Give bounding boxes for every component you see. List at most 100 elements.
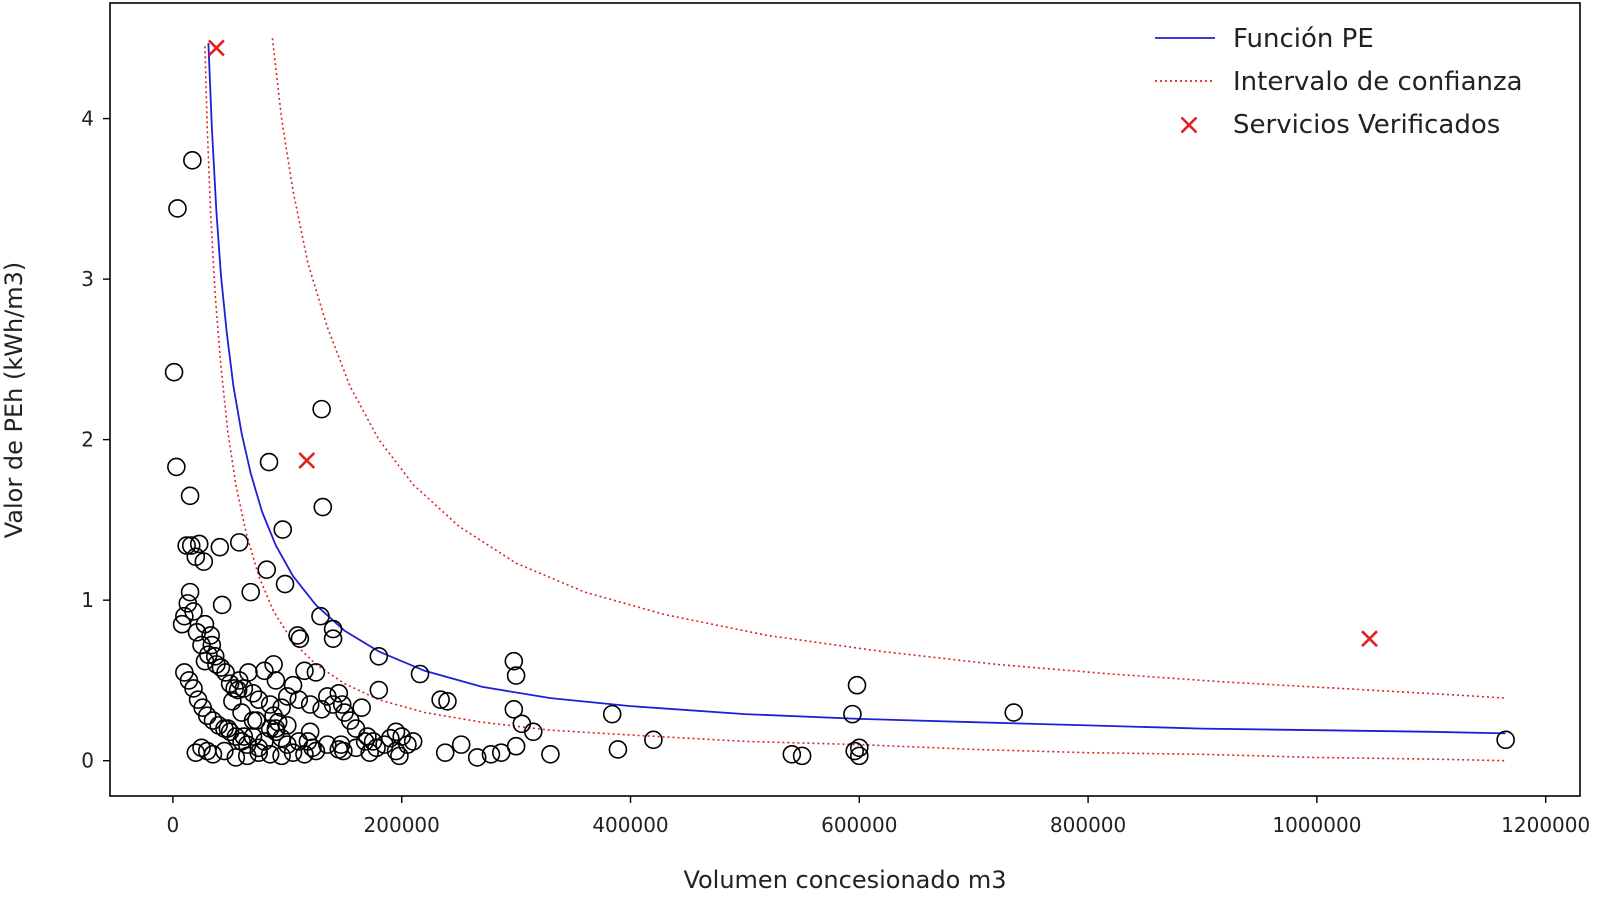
data-point-circle: [202, 635, 222, 655]
series-0: [207, 43, 1506, 735]
data-point-circle: [481, 744, 501, 764]
data-point-circle: [216, 663, 235, 682]
data-point-circle: [266, 671, 286, 690]
data-point-circle: [438, 691, 457, 711]
data-point-circle: [260, 744, 280, 764]
data-point-circle: [288, 626, 307, 645]
data-point-circle: [843, 704, 862, 724]
data-point-circle: [512, 714, 532, 734]
data-point-circle: [313, 497, 333, 517]
data-point-circle: [1496, 730, 1515, 750]
data-point-circle: [260, 695, 280, 714]
series-4: [164, 151, 1515, 767]
data-point-circle: [1004, 703, 1024, 722]
data-point-circle: [243, 711, 263, 730]
data-point-circle: [311, 606, 330, 626]
data-point-circle: [257, 560, 277, 579]
verified-service-marker: [1361, 630, 1378, 648]
data-point-circle: [380, 728, 400, 748]
data-point-circle: [504, 651, 524, 671]
data-point-circle: [541, 744, 560, 764]
data-point-circle: [847, 675, 867, 695]
plot-frame: [109, 2, 1581, 797]
data-point-circle: [289, 690, 309, 709]
data-point-circle: [180, 486, 200, 506]
data-point-circle: [228, 680, 248, 700]
data-point-circle: [183, 151, 202, 170]
data-point-circle: [523, 722, 543, 742]
data-point-circle: [195, 614, 215, 634]
data-point-circle: [203, 744, 223, 764]
data-point-circle: [352, 698, 371, 718]
data-point-circle: [506, 666, 526, 685]
data-point-circle: [247, 711, 266, 730]
data-point-circle: [175, 606, 194, 626]
data-point-circle: [369, 680, 389, 700]
data-point-circle: [194, 552, 214, 571]
data-point-circle: [239, 663, 258, 682]
x-tick-label: 800000: [1050, 813, 1126, 837]
legend-label: Servicios Verificados: [1233, 110, 1500, 140]
y-tick-label: 3: [81, 267, 94, 291]
data-point-circle: [375, 735, 394, 754]
y-tick-label: 2: [81, 428, 94, 452]
y-tick-label: 1: [81, 588, 94, 612]
data-point-circle: [451, 735, 471, 754]
data-point-circle: [201, 626, 220, 645]
data-point-circle: [275, 574, 295, 594]
x-tick-label: 1000000: [1272, 813, 1361, 837]
data-point-circle: [234, 727, 254, 746]
data-point-circle: [390, 746, 409, 766]
data-point-circle: [259, 452, 279, 472]
data-point-circle: [295, 661, 314, 681]
y-tick-label: 4: [81, 107, 94, 131]
data-point-circle: [644, 730, 663, 750]
data-point-circle: [272, 746, 291, 766]
data-point-circle: [290, 629, 310, 648]
legend-item: Servicios Verificados: [1180, 110, 1500, 140]
data-point-circle: [255, 661, 274, 681]
axis-ticks: 0 200000 400000 600000 800000 1000000 1200000 0…: [81, 107, 1590, 837]
data-point-circle: [386, 741, 406, 761]
data-point-circle: [845, 741, 865, 761]
data-point-circle: [229, 533, 249, 552]
data-point-circle: [189, 534, 209, 554]
x-tick-label: 400000: [592, 813, 668, 837]
data-point-circle: [266, 719, 286, 738]
data-point-circle: [249, 743, 269, 762]
data-point-circle: [323, 629, 343, 648]
data-point-circle: [491, 743, 511, 762]
data-point-circle: [435, 743, 455, 762]
data-point-circle: [211, 658, 231, 677]
data-point-circle: [195, 651, 215, 671]
data-point-circle: [243, 683, 263, 703]
y-tick-label: 0: [81, 749, 94, 773]
data-point-circle: [184, 602, 203, 621]
data-point-circle: [223, 691, 242, 711]
data-point-circle: [323, 619, 343, 639]
data-point-circle: [241, 582, 261, 602]
data-point-circle: [215, 741, 234, 761]
data-point-circle: [602, 704, 622, 724]
verified-service-marker: [1180, 116, 1198, 134]
data-point-circle: [181, 536, 201, 555]
data-point-circle: [504, 700, 524, 719]
data-point-circle: [431, 690, 450, 709]
data-point-circle: [273, 520, 293, 539]
x-tick-label: 0: [167, 813, 180, 837]
data-point-circle: [180, 582, 200, 602]
data-point-circle: [849, 746, 869, 766]
data-point-circle: [177, 536, 196, 555]
data-point-circle: [312, 399, 331, 419]
legend: Función PE Intervalo de confianza Servicio…: [1155, 24, 1523, 140]
data-point-circle: [164, 362, 184, 382]
data-point-circle: [312, 700, 331, 719]
legend-item: Intervalo de confianza: [1155, 67, 1523, 97]
data-point-circle: [212, 595, 232, 615]
data-point-circle: [298, 732, 318, 751]
x-tick-label: 600000: [821, 813, 897, 837]
x-tick-label: 1200000: [1501, 813, 1590, 837]
data-point-circle: [403, 732, 423, 751]
data-point-circle: [303, 738, 322, 758]
data-point-circle: [186, 743, 206, 762]
